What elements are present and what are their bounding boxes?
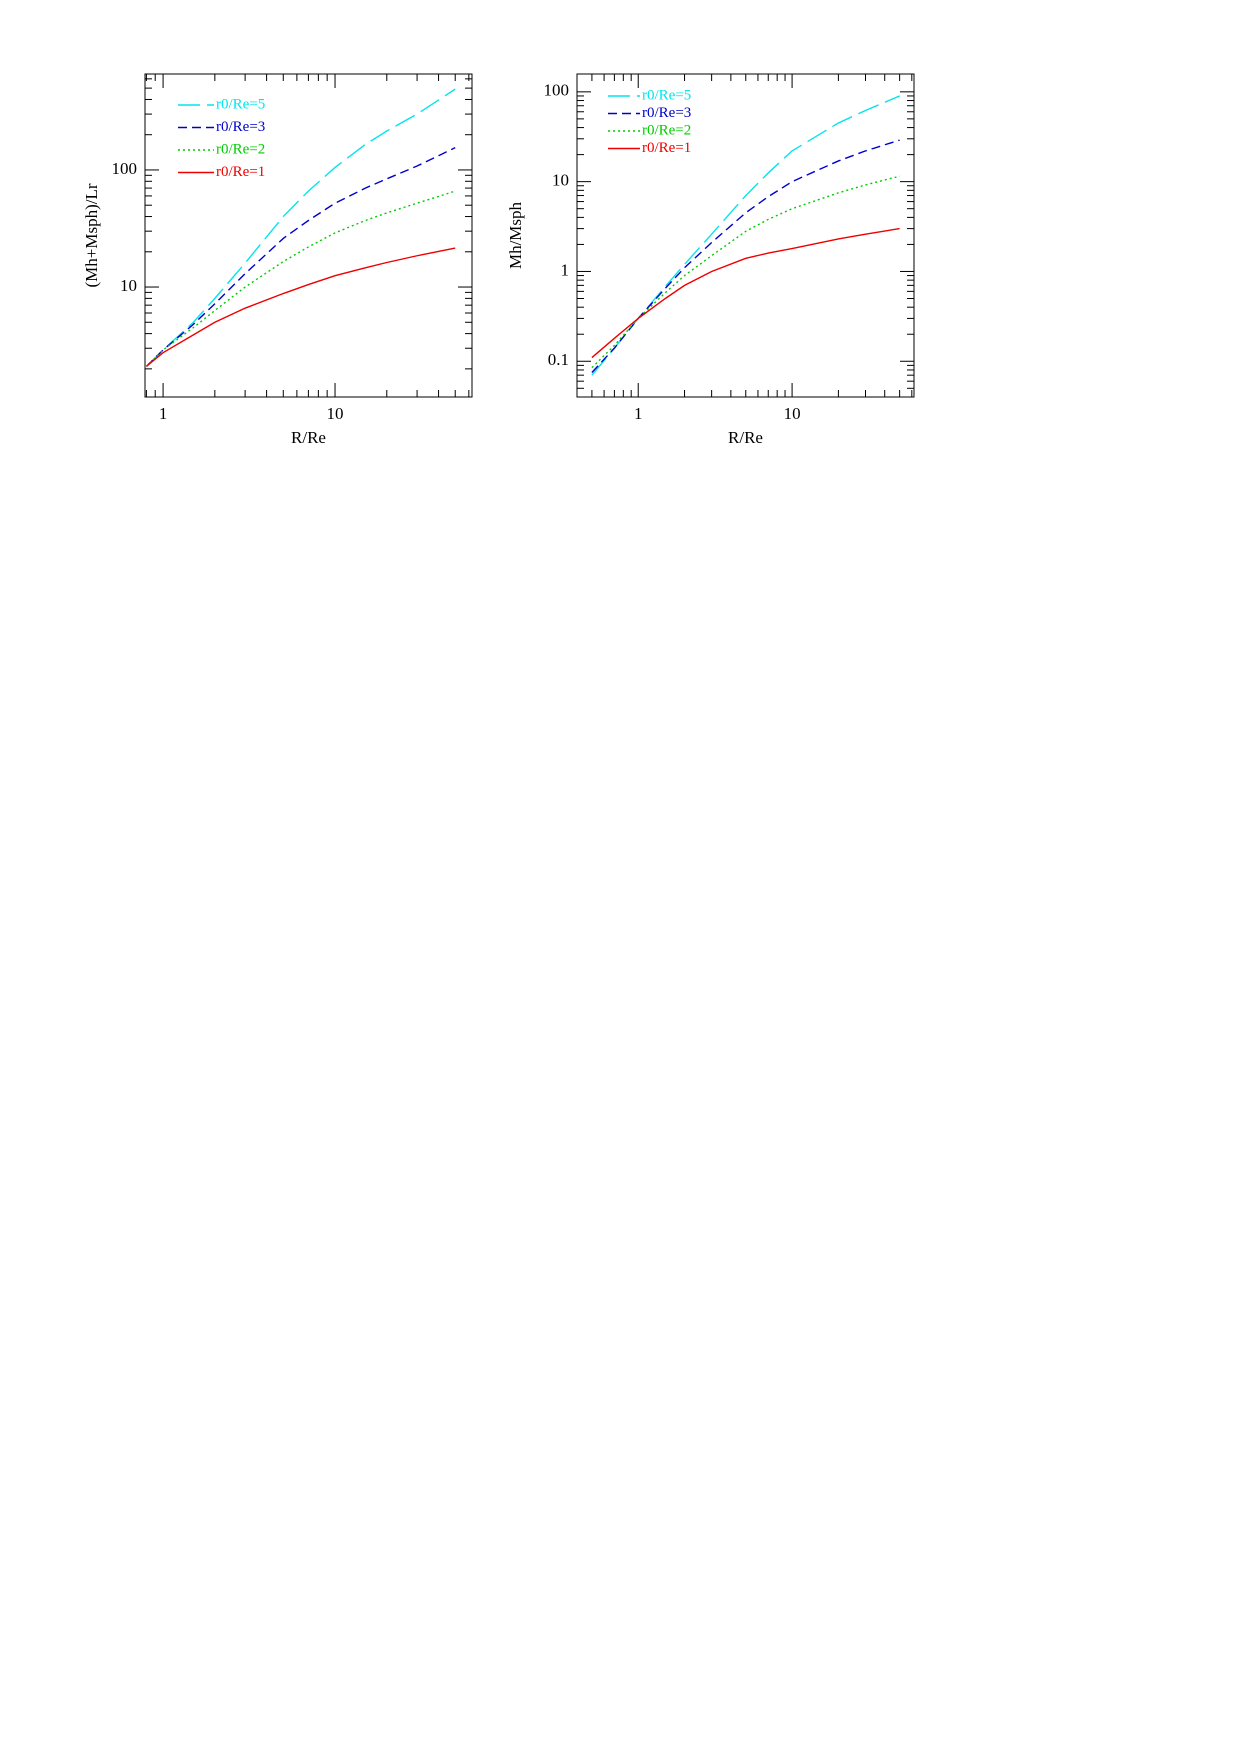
x-tick-label: 10 <box>327 404 344 423</box>
x-tick-label: 1 <box>159 404 168 423</box>
y-axis-label: (Mh+Msph)/Lr <box>82 183 101 287</box>
legend-label: r0/Re=1 <box>216 164 265 180</box>
plot-frame <box>144 73 473 398</box>
series-line <box>145 190 456 367</box>
y-tick-label: 10 <box>120 276 137 295</box>
series-line <box>591 227 900 359</box>
series-line <box>591 95 900 376</box>
y-tick-label: 100 <box>544 81 570 100</box>
series-line <box>145 88 456 367</box>
y-tick-label: 0.1 <box>548 350 569 369</box>
legend-label: r0/Re=2 <box>216 141 265 157</box>
legend-label: r0/Re=3 <box>642 105 691 121</box>
legend-label: r0/Re=2 <box>642 122 691 138</box>
legend-label: r0/Re=3 <box>216 119 265 135</box>
x-axis-label: R/Re <box>291 428 326 447</box>
series-line <box>145 147 456 367</box>
series-line <box>591 139 900 373</box>
plot-frame <box>576 73 915 398</box>
y-tick-label: 100 <box>112 159 138 178</box>
series-line <box>591 175 900 369</box>
legend-label: r0/Re=1 <box>642 140 691 156</box>
y-axis-label: Mh/Msph <box>506 201 525 269</box>
x-tick-label: 1 <box>634 404 643 423</box>
legend-label: r0/Re=5 <box>642 87 691 103</box>
x-axis-label: R/Re <box>728 428 763 447</box>
y-tick-label: 1 <box>561 260 570 279</box>
x-tick-label: 10 <box>784 404 801 423</box>
legend-label: r0/Re=5 <box>216 96 265 112</box>
y-tick-label: 10 <box>552 171 569 190</box>
series-line <box>145 247 456 367</box>
